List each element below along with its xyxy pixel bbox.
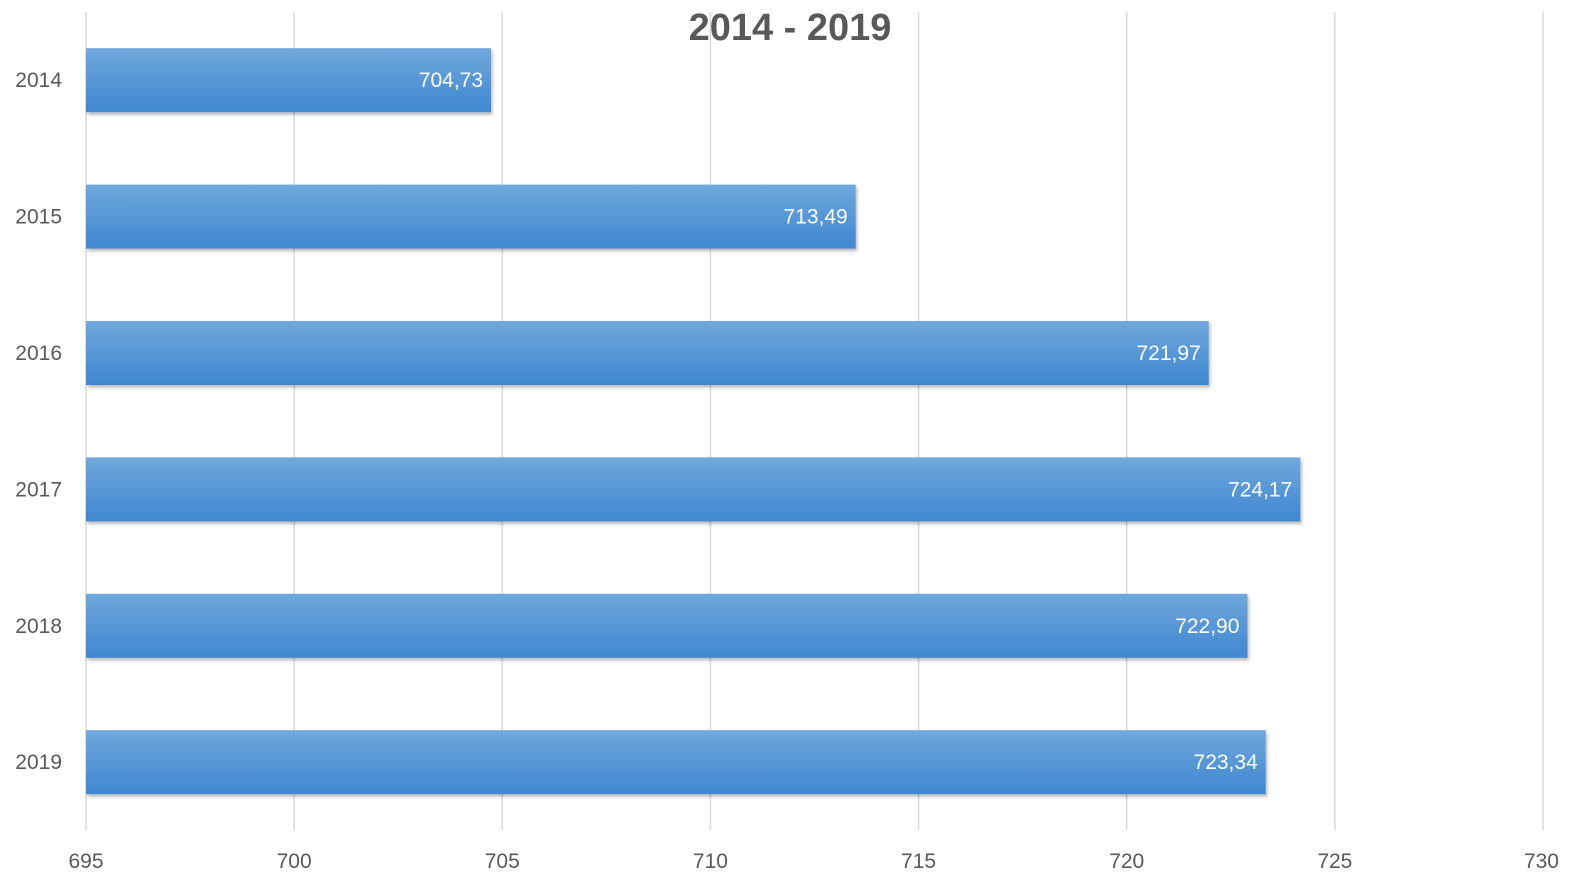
bar-2019 [86,730,1266,795]
x-tick-label-725: 725 [1317,850,1352,873]
y-axis-tick-labels: 2014 2015 2016 2017 2018 2019 [15,69,62,774]
bar-2017 [86,457,1301,522]
x-tick-label-705: 705 [485,850,520,873]
data-labels: 704,73 713,49 721,97 724,17 722,90 723,34 [419,69,1292,774]
y-tick-label-2016: 2016 [15,342,62,365]
x-tick-label-730: 730 [1524,850,1559,873]
data-label-2017: 724,17 [1228,478,1292,501]
data-label-2014: 704,73 [419,69,483,92]
data-label-2019: 723,34 [1194,751,1259,774]
data-label-2016: 721,97 [1136,342,1200,365]
bar-2016 [86,321,1209,385]
y-tick-label-2017: 2017 [15,478,62,501]
y-tick-label-2019: 2019 [15,751,62,774]
x-tick-label-720: 720 [1109,850,1144,873]
y-tick-label-2015: 2015 [15,206,62,229]
x-tick-label-700: 700 [277,850,312,873]
x-axis-tick-labels: 695 700 705 710 715 720 725 730 [68,850,1559,873]
x-tick-label-710: 710 [693,850,728,873]
x-tick-label-695: 695 [68,850,103,873]
gridlines [85,12,1544,830]
bars [86,48,1301,795]
bar-2018 [86,593,1248,658]
chart-title: 2014 - 2019 [689,7,892,49]
bar-2014 [86,48,492,113]
data-label-2018: 722,90 [1175,615,1239,638]
x-tick-label-715: 715 [901,850,936,873]
bar-2015 [86,184,856,249]
y-tick-label-2018: 2018 [15,615,62,638]
data-label-2015: 713,49 [783,206,847,229]
y-tick-label-2014: 2014 [15,69,62,92]
